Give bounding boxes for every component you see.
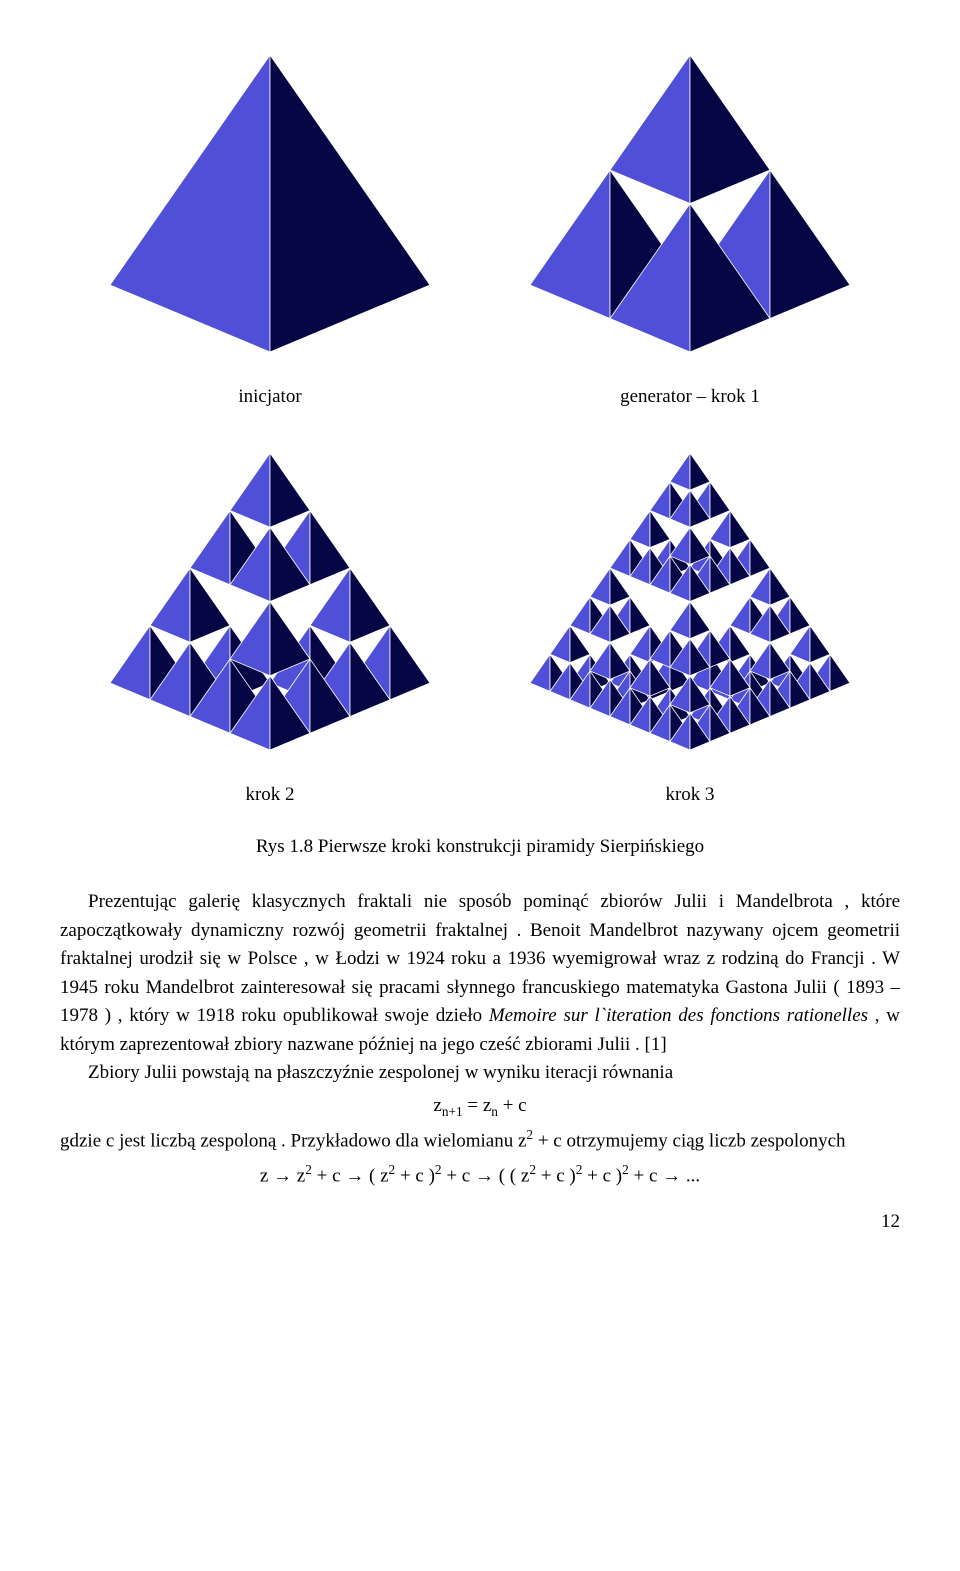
sierpinski-svg-3: [510, 438, 870, 758]
sierpinski-svg-1: [510, 40, 870, 360]
tetra-iter-2: [90, 438, 450, 764]
equation-2: z → z2 + c → ( z2 + c )2 + c → ( ( z2 + …: [60, 1160, 900, 1191]
figure-row-1: [60, 40, 900, 366]
paragraph-1: Prezentując galerię klasycznych fraktali…: [60, 888, 900, 1059]
tetra-iter-1: [510, 40, 870, 366]
sierpinski-svg-0: [90, 40, 450, 360]
paragraph-3: gdzie c jest liczbą zespoloną . Przykład…: [60, 1125, 900, 1156]
label-krok3: krok 3: [480, 784, 900, 806]
labels-row-1: inicjator generator – krok 1: [60, 386, 900, 408]
label-generator: generator – krok 1: [480, 386, 900, 408]
equation-1: zn+1 = zn + c: [60, 1092, 900, 1122]
label-inicjator: inicjator: [60, 386, 480, 408]
labels-row-2: krok 2 krok 3: [60, 784, 900, 806]
tetra-iter-3: [510, 438, 870, 764]
label-krok2: krok 2: [60, 784, 480, 806]
body-text: Prezentując galerię klasycznych fraktali…: [60, 888, 900, 1191]
tetra-iter-0: [90, 40, 450, 366]
page-number: 12: [60, 1211, 900, 1233]
sierpinski-svg-2: [90, 438, 450, 758]
p1-italic: Memoire sur l`iteration des fonctions ra…: [489, 1005, 868, 1026]
figure-row-2: [60, 438, 900, 764]
paragraph-2: Zbiory Julii powstają na płaszczyźnie ze…: [60, 1059, 900, 1088]
figure-caption: Rys 1.8 Pierwsze kroki konstrukcji piram…: [60, 836, 900, 858]
